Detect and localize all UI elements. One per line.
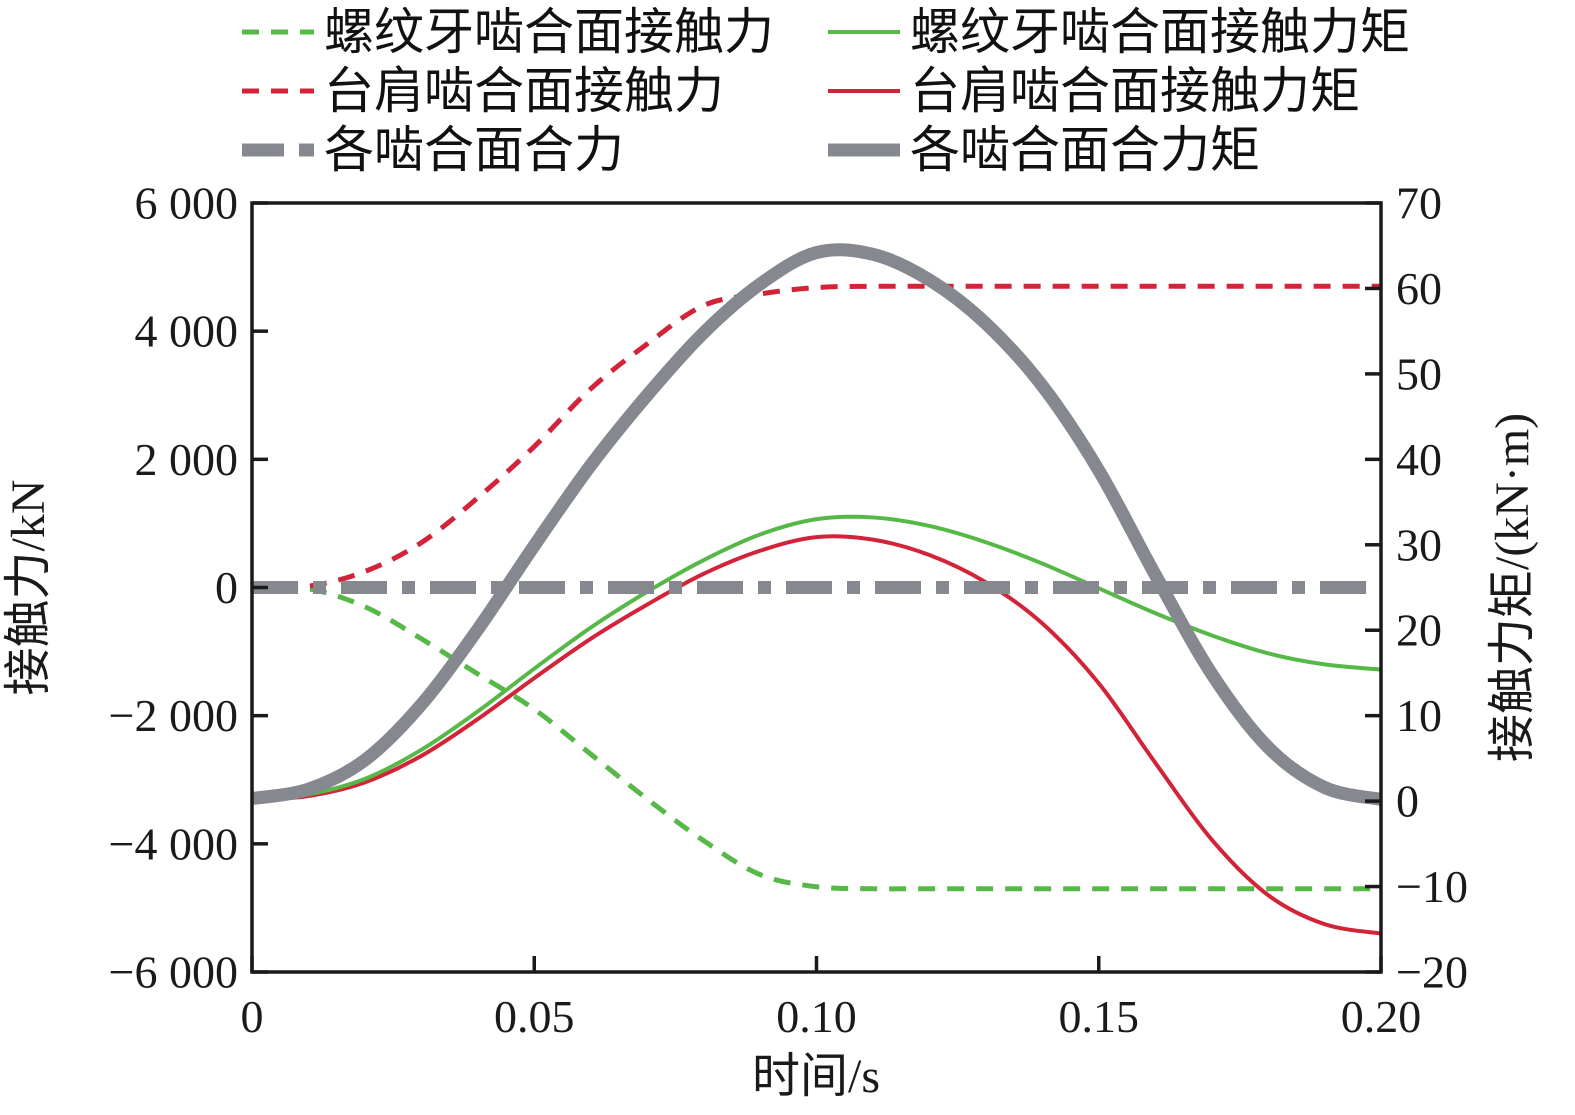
axis-tick-label: 2 000 (135, 434, 239, 485)
chart-legend: 螺纹牙啮合面接触力 台肩啮合面接触力 各啮合面合力 螺纹牙啮合面接触力矩 台肩啮… (0, 0, 1575, 185)
axis-tick-label: 0.05 (494, 991, 575, 1042)
legend-item: 台肩啮合面接触力 (242, 61, 774, 120)
axis-tick-label: −10 (1396, 861, 1468, 912)
axis-tick-label: −6 000 (109, 947, 238, 998)
axis-tick-label: 4 000 (135, 306, 239, 357)
series-net_torque (250, 243, 1383, 806)
axis-tick-label: 0 (215, 562, 238, 613)
red-dashed-line-swatch-icon (242, 88, 314, 93)
y-axis-label-right: 接触力矩/(kN·m) (1486, 413, 1539, 762)
series-shoulder_torque (251, 534, 1382, 936)
legend-column-forces: 螺纹牙啮合面接触力 台肩啮合面接触力 各啮合面合力 (242, 2, 774, 179)
axis-tick-label: 10 (1396, 690, 1442, 741)
legend-item: 螺纹牙啮合面接触力 (242, 2, 774, 61)
series-shoulder_force (251, 283, 1381, 591)
axis-tick-label: 70 (1396, 178, 1442, 229)
green-solid-line-swatch-icon (828, 29, 900, 34)
axis-tick-label: 0 (1396, 776, 1419, 827)
legend-item: 各啮合面合力矩 (828, 120, 1410, 179)
axis-tick-label: −2 000 (109, 690, 238, 741)
legend-item-label: 螺纹牙啮合面接触力 (324, 3, 774, 60)
legend-item-label: 台肩啮合面接触力矩 (910, 62, 1360, 119)
red-solid-line-swatch-icon (828, 88, 900, 93)
series-thread_force (251, 584, 1381, 892)
axis-tick-label: 20 (1396, 605, 1442, 656)
axis-tick-label: 30 (1396, 519, 1442, 570)
axis-tick-label: 0 (241, 991, 264, 1042)
axis-tick-label: −20 (1396, 947, 1468, 998)
legend-item-label: 螺纹牙啮合面接触力矩 (910, 3, 1410, 60)
legend-item-label: 各啮合面合力 (324, 121, 624, 178)
axis-tick-label: 50 (1396, 348, 1442, 399)
legend-item: 各啮合面合力 (242, 120, 774, 179)
axis-tick-label: 6 000 (135, 178, 239, 229)
axis-tick-label: 0.20 (1341, 991, 1422, 1042)
axis-tick-label: 0.15 (1059, 991, 1140, 1042)
axis-tick-label: 0.10 (776, 991, 857, 1042)
legend-item-label: 台肩啮合面接触力 (324, 62, 724, 119)
axis-tick-label: −4 000 (109, 818, 238, 869)
x-axis-label: 时间/s (752, 1050, 880, 1103)
legend-item: 螺纹牙啮合面接触力矩 (828, 2, 1410, 61)
gray-dashdot-line-swatch-icon (242, 143, 314, 156)
axis-tick-label: 40 (1396, 434, 1442, 485)
legend-item: 台肩啮合面接触力矩 (828, 61, 1410, 120)
green-dashed-line-swatch-icon (242, 29, 314, 34)
gray-solid-line-swatch-icon (828, 143, 900, 156)
axis-tick-label: 60 (1396, 263, 1442, 314)
legend-column-torques: 螺纹牙啮合面接触力矩 台肩啮合面接触力矩 各啮合面合力矩 (828, 2, 1410, 179)
legend-item-label: 各啮合面合力矩 (910, 121, 1260, 178)
y-axis-label-left: 接触力/kN (2, 479, 55, 695)
